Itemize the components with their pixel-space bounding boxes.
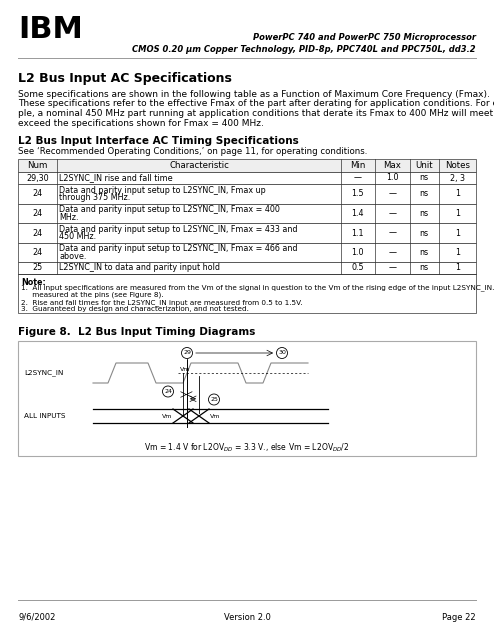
Bar xyxy=(18,172,476,184)
Text: —: — xyxy=(388,264,396,273)
Bar xyxy=(18,159,476,172)
Text: 1: 1 xyxy=(455,189,460,198)
Text: L2SYNC_IN rise and fall time: L2SYNC_IN rise and fall time xyxy=(59,173,173,182)
Text: 24: 24 xyxy=(33,248,43,257)
Circle shape xyxy=(181,348,193,358)
Text: 24: 24 xyxy=(33,189,43,198)
Text: Data and parity input setup to L2SYNC_IN, Fmax = 400: Data and parity input setup to L2SYNC_IN… xyxy=(59,205,280,214)
Text: Vm: Vm xyxy=(210,413,220,419)
Text: ns: ns xyxy=(420,189,429,198)
Circle shape xyxy=(163,386,173,397)
Text: ns: ns xyxy=(420,228,429,237)
Text: ns: ns xyxy=(420,173,429,182)
Text: See ‘Recommended Operating Conditions,’ on page 11, for operating conditions.: See ‘Recommended Operating Conditions,’ … xyxy=(18,147,368,156)
Text: —: — xyxy=(388,209,396,218)
Text: Vm: Vm xyxy=(180,367,190,372)
Text: L2 Bus Input AC Specifications: L2 Bus Input AC Specifications xyxy=(18,72,232,85)
Text: 1: 1 xyxy=(455,228,460,237)
Text: 1.  All input specifications are measured from the Vm of the signal in question : 1. All input specifications are measured… xyxy=(21,284,494,291)
Text: ALL INPUTS: ALL INPUTS xyxy=(24,413,66,419)
Text: Page 22: Page 22 xyxy=(442,613,476,622)
Text: 1: 1 xyxy=(455,264,460,273)
Text: 1.0: 1.0 xyxy=(386,173,399,182)
Text: 1: 1 xyxy=(455,209,460,218)
Text: 30: 30 xyxy=(278,351,286,355)
Text: 24: 24 xyxy=(164,389,172,394)
Text: Vm: Vm xyxy=(162,413,172,419)
Text: Some specifications are shown in the following table as a Function of Maximum Co: Some specifications are shown in the fol… xyxy=(18,90,490,99)
Text: ple, a nominal 450 MHz part running at application conditions that derate its Fm: ple, a nominal 450 MHz part running at a… xyxy=(18,109,494,118)
Text: MHz.: MHz. xyxy=(59,212,79,221)
Bar xyxy=(18,223,476,243)
Text: Notes: Notes xyxy=(445,161,470,170)
Text: IBM: IBM xyxy=(18,15,83,44)
Bar xyxy=(18,262,476,274)
Text: Vm = 1.4 V for L2OV$_{DD}$ = 3.3 V., else Vm = L2OV$_{DD}$/2: Vm = 1.4 V for L2OV$_{DD}$ = 3.3 V., els… xyxy=(144,442,350,454)
Text: above.: above. xyxy=(59,252,87,260)
Text: —: — xyxy=(388,189,396,198)
Text: 0.5: 0.5 xyxy=(352,264,364,273)
Bar xyxy=(18,243,476,262)
Text: ns: ns xyxy=(420,264,429,273)
Bar xyxy=(18,184,476,204)
Text: 1.0: 1.0 xyxy=(352,248,364,257)
Text: Data and parity input setup to L2SYNC_IN, Fmax up: Data and parity input setup to L2SYNC_IN… xyxy=(59,186,266,195)
Text: 24: 24 xyxy=(33,228,43,237)
Circle shape xyxy=(208,394,219,405)
Bar xyxy=(18,204,476,223)
Text: ns: ns xyxy=(420,248,429,257)
Text: Characteristic: Characteristic xyxy=(169,161,229,170)
Text: 25: 25 xyxy=(210,397,218,402)
Text: —: — xyxy=(354,173,362,182)
Bar xyxy=(18,341,476,456)
Text: 1.1: 1.1 xyxy=(352,228,364,237)
Text: 3.  Guaranteed by design and characterization, and not tested.: 3. Guaranteed by design and characteriza… xyxy=(21,307,249,312)
Text: 29,30: 29,30 xyxy=(26,173,49,182)
Text: 450 MHz.: 450 MHz. xyxy=(59,232,96,241)
Text: —: — xyxy=(388,228,396,237)
Text: CMOS 0.20 μm Copper Technology, PID-8p, PPC740L and PPC750L, dd3.2: CMOS 0.20 μm Copper Technology, PID-8p, … xyxy=(132,45,476,54)
Text: 1.4: 1.4 xyxy=(352,209,364,218)
Text: ns: ns xyxy=(420,209,429,218)
Text: L2SYNC_IN to data and parity input hold: L2SYNC_IN to data and parity input hold xyxy=(59,264,220,273)
Text: L2SYNC_IN: L2SYNC_IN xyxy=(24,370,63,376)
Text: 1.5: 1.5 xyxy=(352,189,364,198)
Text: 25: 25 xyxy=(33,264,43,273)
Text: 2.  Rise and fall times for the L2SYNC_IN input are measured from 0.5 to 1.5V.: 2. Rise and fall times for the L2SYNC_IN… xyxy=(21,299,302,306)
Text: Version 2.0: Version 2.0 xyxy=(224,613,270,622)
Text: L2 Bus Input Interface AC Timing Specifications: L2 Bus Input Interface AC Timing Specifi… xyxy=(18,136,299,146)
Text: —: — xyxy=(388,248,396,257)
Text: These specifications refer to the effective Fmax of the part after derating for : These specifications refer to the effect… xyxy=(18,99,494,109)
Text: Data and parity input setup to L2SYNC_IN, Fmax = 466 and: Data and parity input setup to L2SYNC_IN… xyxy=(59,244,298,253)
Text: through 375 MHz.: through 375 MHz. xyxy=(59,193,130,202)
Bar xyxy=(18,274,476,313)
Text: Note:: Note: xyxy=(21,278,46,287)
Text: Data and parity input setup to L2SYNC_IN, Fmax = 433 and: Data and parity input setup to L2SYNC_IN… xyxy=(59,225,298,234)
Text: 9/6/2002: 9/6/2002 xyxy=(18,613,55,622)
Text: 24: 24 xyxy=(33,209,43,218)
Text: Unit: Unit xyxy=(415,161,433,170)
Text: PowerPC 740 and PowerPC 750 Microprocessor: PowerPC 740 and PowerPC 750 Microprocess… xyxy=(253,33,476,42)
Text: 1: 1 xyxy=(455,248,460,257)
Text: Figure 8.  L2 Bus Input Timing Diagrams: Figure 8. L2 Bus Input Timing Diagrams xyxy=(18,327,255,337)
Text: Min: Min xyxy=(350,161,366,170)
Text: 2, 3: 2, 3 xyxy=(450,173,465,182)
Circle shape xyxy=(277,348,288,358)
Text: exceed the specifications shown for Fmax = 400 MHz.: exceed the specifications shown for Fmax… xyxy=(18,118,264,127)
Text: Max: Max xyxy=(383,161,401,170)
Text: measured at the pins (see Figure 8).: measured at the pins (see Figure 8). xyxy=(21,291,164,298)
Text: 29: 29 xyxy=(183,351,191,355)
Text: Num: Num xyxy=(28,161,48,170)
